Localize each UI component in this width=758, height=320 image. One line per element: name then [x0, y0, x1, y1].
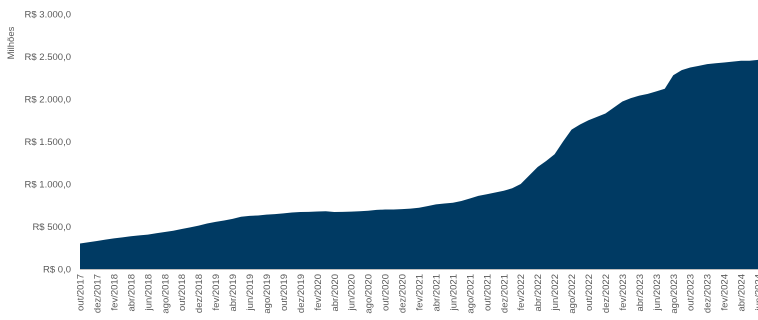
x-tick-label: dez/2019 — [296, 274, 307, 313]
x-tick-label: out/2023 — [686, 274, 697, 311]
x-tick-label: abr/2023 — [635, 274, 646, 312]
x-tick-label: abr/2022 — [533, 274, 544, 312]
y-tick-label: R$ 1.500,0 — [25, 137, 71, 148]
x-tick-label: abr/2019 — [228, 274, 239, 312]
x-tick-label: ago/2020 — [364, 274, 375, 314]
y-tick-label: R$ 0,0 — [43, 265, 71, 276]
x-tick-label: dez/2021 — [499, 274, 510, 313]
y-tick-label: R$ 500,0 — [32, 222, 71, 233]
y-tick-label: R$ 1.000,0 — [25, 180, 71, 191]
x-tick-label: dez/2020 — [398, 274, 409, 313]
x-tick-label: jun/2022 — [550, 274, 561, 311]
x-tick-label: fev/2019 — [211, 274, 222, 310]
x-tick-label: abr/2018 — [126, 274, 137, 312]
x-tick-label: out/2020 — [381, 274, 392, 311]
x-tick-label: out/2022 — [584, 274, 595, 311]
x-tick-label: ago/2022 — [567, 274, 578, 314]
x-tick-label: out/2019 — [279, 274, 290, 311]
area-series — [80, 59, 758, 270]
y-axis-ticks: R$ 0,0 R$ 500,0 R$ 1.000,0 R$ 1.500,0 R$ 2.0… — [25, 10, 71, 276]
x-tick-label: dez/2018 — [194, 274, 205, 313]
x-tick-label: out/2021 — [482, 274, 493, 311]
x-tick-label: jun/2024 — [754, 274, 758, 311]
x-tick-label: ago/2021 — [465, 274, 476, 314]
x-tick-label: jun/2019 — [245, 274, 256, 311]
x-tick-label: fev/2018 — [109, 274, 120, 310]
x-tick-label: fev/2021 — [415, 274, 426, 310]
x-tick-label: ago/2018 — [160, 274, 171, 314]
x-tick-label: fev/2020 — [313, 274, 324, 310]
x-tick-label: abr/2021 — [431, 274, 442, 312]
x-tick-label: ago/2023 — [669, 274, 680, 314]
x-tick-label: fev/2023 — [618, 274, 629, 310]
x-tick-label: dez/2022 — [601, 274, 612, 313]
y-tick-label: R$ 2.500,0 — [25, 52, 71, 63]
x-axis-ticks: out/2017 dez/2017 fev/2018 abr/2018 jun/2018… — [76, 274, 758, 314]
x-tick-label: abr/2020 — [330, 274, 341, 312]
x-tick-label: out/2017 — [76, 274, 87, 311]
x-tick-label: jun/2020 — [347, 274, 358, 311]
x-tick-label: dez/2017 — [92, 274, 103, 313]
x-tick-label: fev/2024 — [720, 274, 731, 310]
y-tick-label: R$ 2.000,0 — [25, 95, 71, 106]
x-tick-label: jun/2023 — [652, 274, 663, 311]
x-tick-label: fev/2022 — [516, 274, 527, 310]
y-axis-title: Milhões — [6, 26, 17, 59]
x-tick-label: out/2018 — [177, 274, 188, 311]
y-tick-label: R$ 3.000,0 — [25, 10, 71, 21]
x-tick-label: ago/2019 — [262, 274, 273, 314]
x-tick-label: dez/2023 — [703, 274, 714, 313]
x-tick-label: abr/2024 — [737, 274, 748, 312]
x-tick-label: jun/2018 — [143, 274, 154, 311]
x-tick-label: jun/2021 — [448, 274, 459, 311]
